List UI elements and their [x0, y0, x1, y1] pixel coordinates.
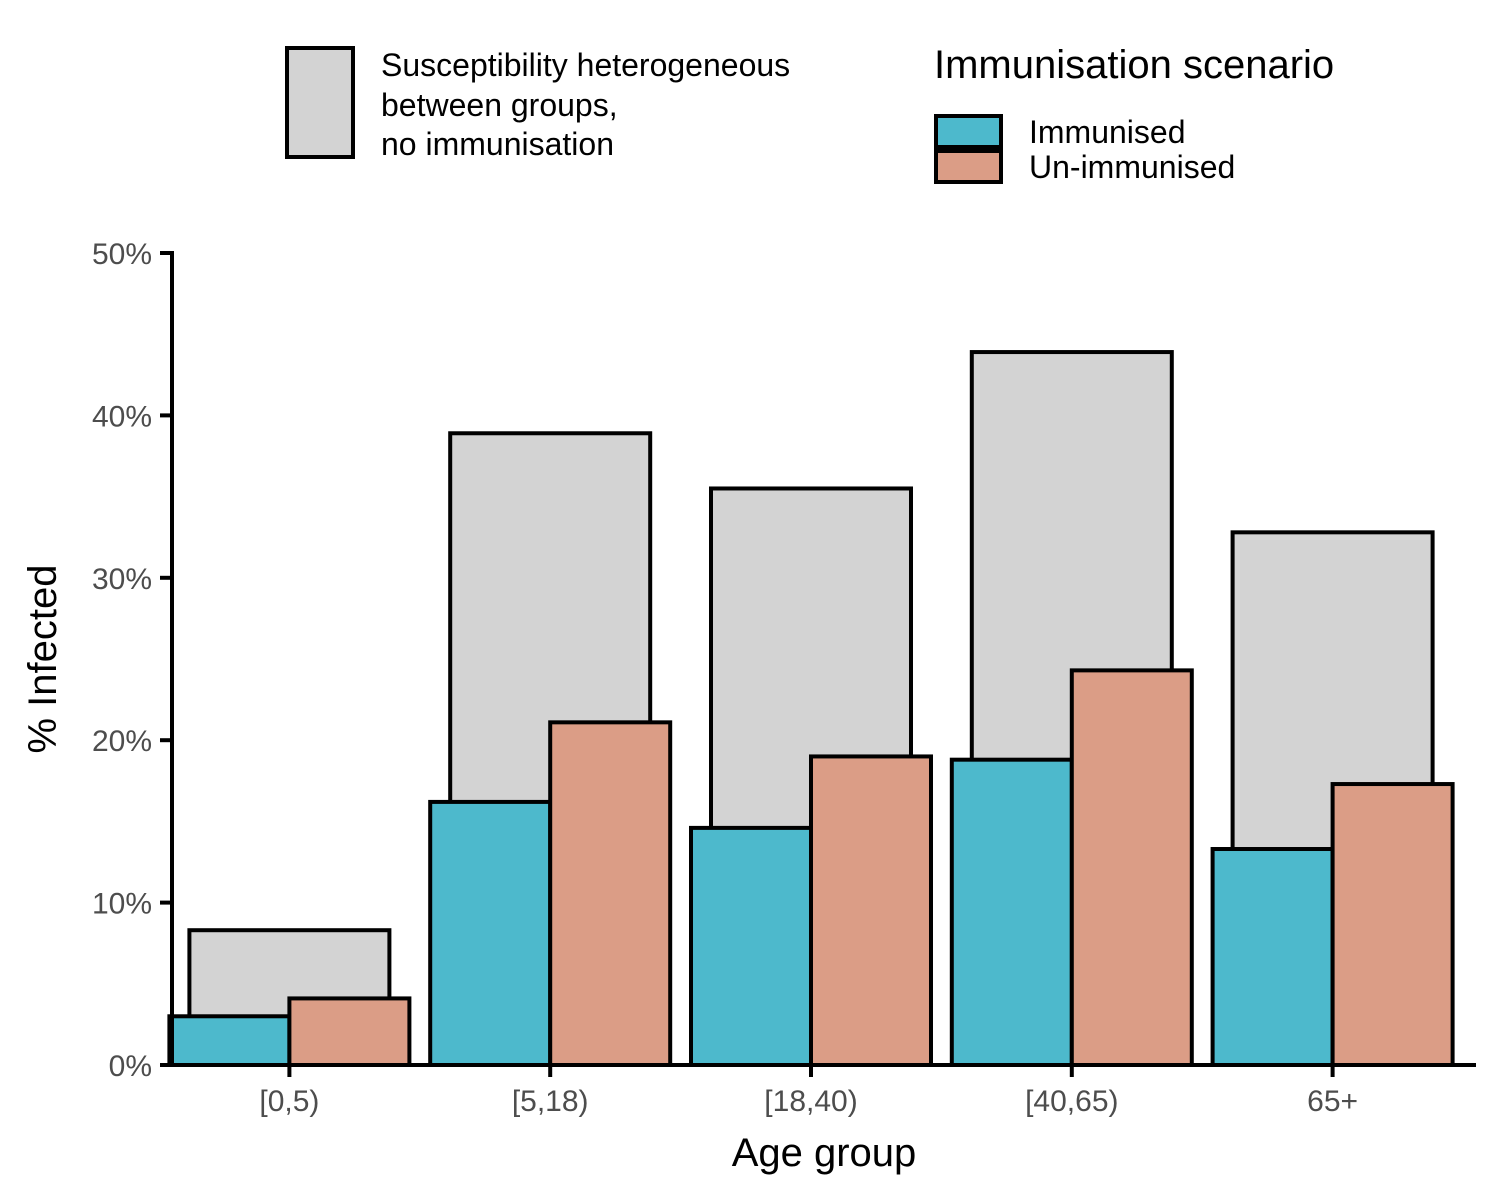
y-tick-label: 50%	[92, 238, 152, 271]
legend-swatch-no-immunisation	[285, 46, 355, 159]
y-tick-label: 0%	[109, 1050, 152, 1083]
legend-swatch-immunised	[934, 114, 1003, 149]
legend-title: Immunisation scenario	[934, 43, 1334, 87]
y-tick-label: 40%	[92, 400, 152, 433]
x-tick-label: 65+	[1307, 1085, 1358, 1118]
x-axis: [0,5) [5,18) [18,40) [40,65) 65+	[170, 1063, 1476, 1118]
bar-immunised-4	[1210, 847, 1335, 1067]
y-axis: 0% 10% 20% 30% 40% 50%	[92, 238, 174, 1083]
legend-label-immunised: Immunised	[1029, 114, 1186, 150]
x-axis-title: Age group	[732, 1131, 917, 1175]
bar-un-immunised-1	[548, 720, 673, 1067]
x-tick-label: [5,18)	[512, 1085, 589, 1118]
legend-label-line-3: no immunisation	[381, 126, 614, 162]
legend-immunisation-scenario: Immunisation scenario Immunised Un-immun…	[934, 43, 1334, 185]
y-tick-label: 20%	[92, 725, 152, 758]
y-tick-label: 30%	[92, 563, 152, 596]
x-tick-label: [0,5)	[259, 1085, 319, 1118]
bar-immunised-3	[949, 757, 1074, 1067]
bar-immunised-1	[428, 799, 553, 1067]
bar-un-immunised-0	[287, 996, 412, 1068]
bar-immunised-0	[167, 1014, 292, 1068]
x-tick-label: [18,40)	[764, 1085, 857, 1118]
legend-label-line-1: Susceptibility heterogeneous	[381, 47, 790, 83]
legend-swatch-un-immunised	[934, 149, 1003, 184]
bar-un-immunised-2	[809, 754, 933, 1067]
bar-un-immunised-3	[1069, 668, 1194, 1067]
legend-background-series: Susceptibility heterogeneous between gro…	[285, 46, 790, 162]
y-tick-label: 10%	[92, 888, 152, 921]
bar-immunised-2	[689, 825, 813, 1067]
y-axis-title: % Infected	[21, 564, 65, 753]
x-tick-label: [40,65)	[1025, 1085, 1118, 1118]
legend-label-un-immunised: Un-immunised	[1029, 149, 1235, 185]
legend-label-line-2: between groups,	[381, 87, 618, 123]
bar-un-immunised-4	[1330, 782, 1455, 1067]
